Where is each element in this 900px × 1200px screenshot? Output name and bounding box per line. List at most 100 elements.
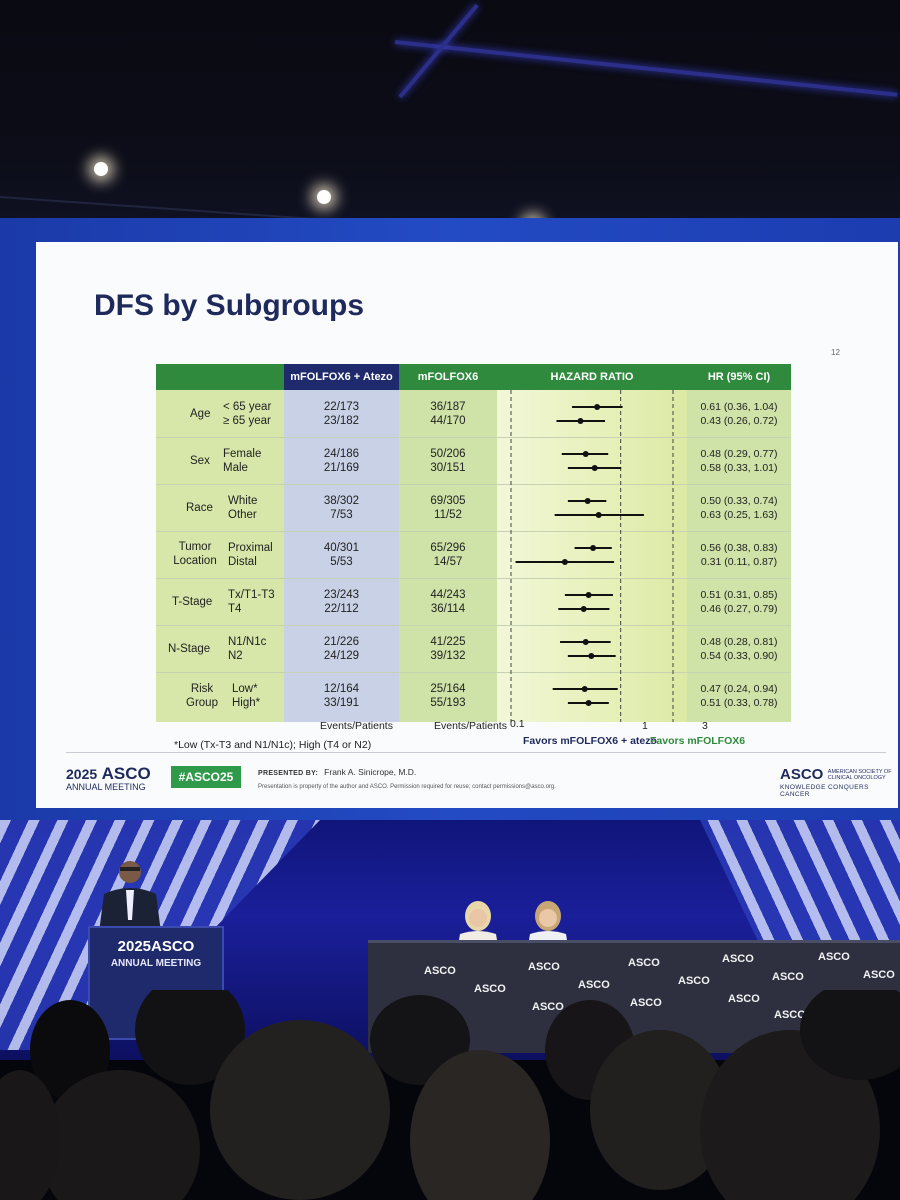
control-events: 14/57 <box>433 556 463 568</box>
events-label-control: Events/Patients <box>434 720 507 732</box>
row-divider <box>156 484 791 485</box>
control-events: 41/225 <box>430 636 466 648</box>
asco-society-logo: ASCO AMERICAN SOCIETY OF CLINICAL ONCOLO… <box>780 766 898 798</box>
hazard-ratio-point <box>581 686 588 692</box>
hr-ci-value: 0.51 (0.33, 0.78) <box>700 697 778 709</box>
control-events: 50/206 <box>430 448 466 460</box>
row-divider <box>156 531 791 532</box>
audience-silhouettes <box>0 990 900 1200</box>
slide-title: DFS by Subgroups <box>94 289 364 322</box>
subgroup-name: Race <box>186 502 213 514</box>
header-hr-ci: HR (95% CI) <box>687 364 791 390</box>
combo-events: 5/53 <box>330 556 353 568</box>
ceiling <box>0 0 900 260</box>
combo-events: 33/191 <box>323 697 360 709</box>
control-events: 11/52 <box>434 509 462 521</box>
asco-society-wordmark: ASCO <box>780 766 824 783</box>
subgroup-level: N2 <box>228 650 243 662</box>
subgroup-level: Distal <box>228 556 257 568</box>
table-asco-logo: ASCO <box>772 971 804 983</box>
meeting-label: ANNUAL MEETING <box>66 782 146 792</box>
slide-footer-divider <box>66 752 886 753</box>
favors-combo-label: Favors mFOLFOX6 + atezo <box>523 735 657 747</box>
hazard-ratio-point <box>582 451 589 457</box>
hr-ci-value: 0.48 (0.29, 0.77) <box>700 448 778 460</box>
table-asco-logo: ASCO <box>728 993 760 1005</box>
row-divider <box>156 578 791 579</box>
hazard-ratio-point <box>561 559 568 565</box>
ceiling-spotlight <box>94 162 108 176</box>
hazard-ratio-point <box>591 465 598 471</box>
combo-events: 23/243 <box>323 589 360 601</box>
combo-events: 22/112 <box>324 603 359 615</box>
combo-events: 7/53 <box>330 509 353 521</box>
subgroup-level: White <box>228 495 258 507</box>
podium-subtitle: ANNUAL MEETING <box>110 958 202 969</box>
hazard-ratio-point <box>585 592 592 598</box>
table-asco-logo: ASCO <box>863 969 895 981</box>
subgroup-level: Other <box>228 509 257 521</box>
subgroup-column-bg <box>156 390 284 722</box>
meeting-year: 2025 <box>66 766 98 782</box>
subgroup-level: Male <box>223 462 248 474</box>
control-events: 36/114 <box>430 603 466 615</box>
control-events: 65/296 <box>430 542 466 554</box>
row-divider <box>156 625 791 626</box>
axis-tick-label: 3 <box>702 720 708 732</box>
combo-events: 24/129 <box>323 650 360 662</box>
favors-control-label: Favors mFOLFOX6 <box>650 735 746 747</box>
combo-events: 38/302 <box>323 495 360 507</box>
hazard-ratio-point <box>594 404 601 410</box>
axis-tick-label: 1 <box>642 720 648 732</box>
asco-society-name: AMERICAN SOCIETY OF CLINICAL ONCOLOGY <box>827 768 892 781</box>
table-asco-logo: ASCO <box>628 957 660 969</box>
combo-events: 24/186 <box>323 448 360 460</box>
hr-column-bg <box>687 390 791 722</box>
header-hazard-ratio: HAZARD RATIO <box>497 364 687 390</box>
events-label-combo: Events/Patients <box>320 720 393 732</box>
row-divider <box>156 437 791 438</box>
presenter-line: PRESENTED BY: Frank A. Sinicrope, M.D. <box>258 767 416 777</box>
hazard-ratio-point <box>595 512 602 518</box>
table-asco-logo: ASCO <box>722 953 754 965</box>
slide-page-number: 12 <box>831 348 840 357</box>
presented-by-label: PRESENTED BY: <box>258 770 319 777</box>
table-asco-logo: ASCO <box>532 1001 564 1013</box>
podium-logo: 2025ASCO <box>117 938 195 955</box>
combo-events: 21/226 <box>323 636 360 648</box>
hazard-ratio-point <box>582 639 589 645</box>
hr-ci-value: 0.48 (0.28, 0.81) <box>700 636 778 648</box>
hr-ci-value: 0.56 (0.38, 0.83) <box>700 542 778 554</box>
slide-footnote: *Low (Tx-T3 and N1/N1c); High (T4 or N2) <box>174 739 372 751</box>
combo-column-bg <box>284 390 399 722</box>
subgroup-name: Risk Group <box>186 683 218 709</box>
header-combo: mFOLFOX6 + Atezo <box>284 364 399 390</box>
subgroup-name: Tumor Location <box>173 541 217 567</box>
subgroup-level: Proximal <box>228 542 273 554</box>
hazard-ratio-point <box>584 498 591 504</box>
hr-ci-value: 0.31 (0.11, 0.87) <box>700 556 778 568</box>
subgroup-level: N1/N1c <box>228 636 267 648</box>
control-events: 30/151 <box>430 462 466 474</box>
subgroup-name: Sex <box>190 455 210 467</box>
control-events: 44/170 <box>430 415 466 427</box>
combo-events: 40/301 <box>323 542 360 554</box>
combo-events: 12/164 <box>323 683 360 695</box>
asco-tagline: KNOWLEDGE CONQUERS CANCER <box>780 784 869 798</box>
plot-column-bg <box>497 390 687 722</box>
subgroup-level: < 65 year <box>223 401 272 413</box>
hr-ci-value: 0.58 (0.33, 1.01) <box>700 462 778 474</box>
combo-events: 21/169 <box>323 462 360 474</box>
copyright-disclaimer: Presentation is property of the author a… <box>258 784 556 790</box>
table-asco-logo: ASCO <box>578 979 610 991</box>
hazard-ratio-point <box>580 606 587 612</box>
forest-plot-chart <box>510 390 674 722</box>
control-events: 55/193 <box>430 697 466 709</box>
hr-ci-value: 0.63 (0.25, 1.63) <box>700 509 778 521</box>
hazard-ratio-point <box>585 700 592 706</box>
combo-events: 23/182 <box>323 415 360 427</box>
header-control: mFOLFOX6 <box>399 364 497 390</box>
combo-events: 22/173 <box>323 401 360 413</box>
subgroup-level: Low* <box>232 683 258 695</box>
control-events: 39/132 <box>430 650 466 662</box>
